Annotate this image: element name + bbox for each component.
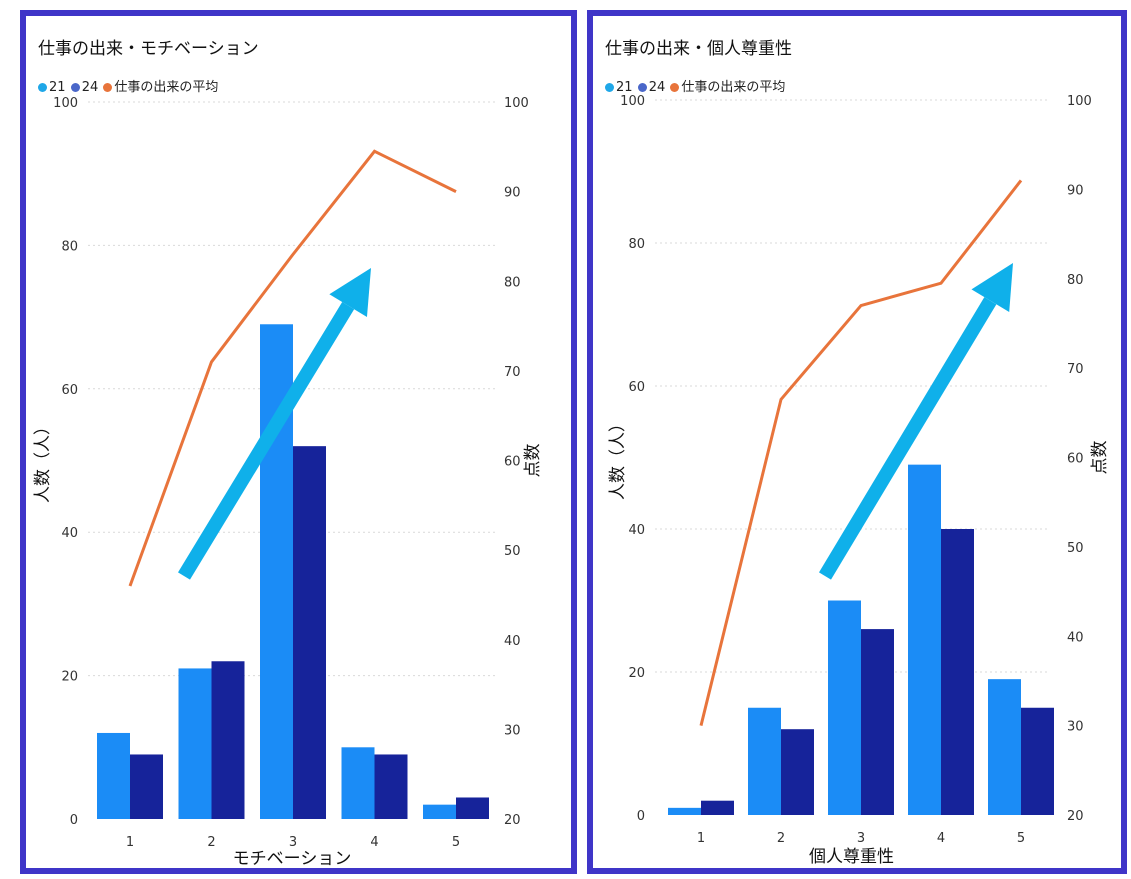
y-tick-label: 100	[620, 94, 645, 109]
bar-series-24	[941, 529, 974, 815]
x-tick-label: 3	[857, 831, 865, 846]
y2-tick-label: 30	[1067, 720, 1084, 735]
bar-series-21	[748, 707, 781, 815]
y2-tick-label: 70	[1067, 362, 1084, 377]
legend-dot-average	[103, 83, 113, 92]
trend-arrow-head	[971, 263, 1013, 313]
legend-label-average: 仕事の出来の平均	[681, 80, 786, 95]
bar-series-24	[861, 629, 894, 815]
chart-legend: 21 24 仕事の出来の平均	[605, 76, 786, 95]
legend-label-21: 21	[616, 80, 633, 95]
y2-axis-label: 点数	[523, 444, 543, 478]
bar-series-24	[1021, 707, 1054, 815]
bar-series-24	[456, 797, 489, 819]
chart-title: 仕事の出来・モチベーション	[38, 39, 259, 59]
legend-dot-21	[605, 83, 614, 92]
bar-series-24	[130, 754, 163, 819]
bar-series-21	[828, 600, 861, 815]
y2-tick-label: 80	[1067, 273, 1084, 288]
y-tick-label: 20	[628, 666, 645, 681]
legend-label-24: 24	[81, 80, 99, 95]
bar-series-21	[341, 747, 375, 819]
y2-tick-label: 50	[1067, 541, 1084, 556]
y2-tick-label: 90	[1067, 183, 1084, 198]
y-tick-label: 100	[53, 96, 78, 111]
bar-series-21	[908, 464, 941, 815]
trend-arrow-head	[329, 268, 371, 318]
x-tick-label: 2	[777, 831, 785, 846]
y-axis-label: 人数（人）	[608, 415, 628, 500]
y2-tick-label: 60	[1067, 452, 1084, 467]
x-tick-label: 4	[937, 831, 945, 846]
y2-tick-label: 40	[504, 634, 521, 649]
y-tick-label: 80	[628, 237, 645, 252]
x-tick-label: 3	[289, 835, 297, 850]
bar-series-21	[178, 668, 212, 819]
trend-arrow-shaft	[178, 301, 355, 580]
bar-series-24	[781, 729, 814, 815]
y2-axis-label: 点数	[1090, 441, 1110, 475]
y-tick-label: 20	[61, 670, 78, 685]
line-series-average	[699, 179, 1023, 726]
y2-tick-label: 70	[504, 365, 521, 380]
y2-tick-label: 100	[1067, 94, 1092, 109]
legend-dot-24	[70, 83, 80, 92]
y-axis-label: 人数（人）	[33, 418, 53, 503]
legend-label-21: 21	[49, 80, 66, 95]
y-tick-label: 40	[628, 523, 645, 538]
legend-dot-21	[38, 83, 47, 92]
y-tick-label: 0	[637, 809, 645, 824]
bar-series-24	[293, 446, 326, 819]
legend-dot-average	[670, 83, 680, 92]
y2-tick-label: 30	[504, 723, 521, 738]
chart-title: 仕事の出来・個人尊重性	[605, 39, 792, 59]
x-axis-label: モチベーション	[233, 849, 352, 868]
y2-tick-label: 20	[1067, 809, 1084, 824]
x-axis-label: 個人尊重性	[809, 847, 894, 867]
bar-series-21	[988, 679, 1021, 815]
y2-tick-label: 80	[504, 275, 521, 290]
bar-series-24	[211, 661, 245, 819]
bar-series-24	[374, 754, 408, 819]
y-tick-label: 60	[61, 383, 78, 398]
chart-plot: 0 20 40 60 80 100 20 30 40 50 60 70 80 90 100 1 2 3 4 5 人数（人…	[33, 96, 543, 868]
chart-panel-motivation: 仕事の出来・モチベーション 21 24 仕事の出来の平均 0 20 40 60 80 10…	[20, 10, 577, 874]
chart-legend: 21 24 仕事の出来の平均	[38, 76, 219, 95]
y2-tick-label: 60	[504, 455, 521, 470]
chart-panel-respect: 仕事の出来・個人尊重性 21 24 仕事の出来の平均 0 20 40 60 80 100 2…	[587, 10, 1127, 874]
y2-tick-label: 20	[504, 813, 521, 828]
x-tick-label: 5	[452, 835, 460, 850]
x-tick-label: 2	[207, 835, 215, 850]
bar-series-24	[701, 800, 734, 815]
chart-plot: 0 20 40 60 80 100 20 30 40 50 60 70 80 90 100 1 2 3 4 5 人数（人…	[608, 94, 1110, 867]
y-tick-label: 40	[61, 526, 78, 541]
y2-tick-label: 40	[1067, 630, 1084, 645]
y2-tick-label: 100	[504, 96, 529, 111]
x-tick-label: 5	[1017, 831, 1025, 846]
legend-label-24: 24	[648, 80, 666, 95]
line-series-average	[128, 149, 457, 587]
bar-series-21	[668, 807, 701, 815]
y-tick-label: 0	[70, 813, 78, 828]
trend-arrow-shaft	[818, 297, 997, 580]
bar-series-21	[97, 732, 130, 819]
y2-tick-label: 90	[504, 186, 521, 201]
y-tick-label: 80	[61, 239, 78, 254]
y-tick-label: 60	[628, 380, 645, 395]
y2-tick-label: 50	[504, 544, 521, 559]
legend-dot-24	[637, 83, 647, 92]
x-tick-label: 1	[126, 835, 134, 850]
x-tick-label: 1	[697, 831, 705, 846]
x-tick-label: 4	[370, 835, 378, 850]
bar-series-21	[423, 804, 456, 819]
legend-label-average: 仕事の出来の平均	[114, 80, 219, 95]
